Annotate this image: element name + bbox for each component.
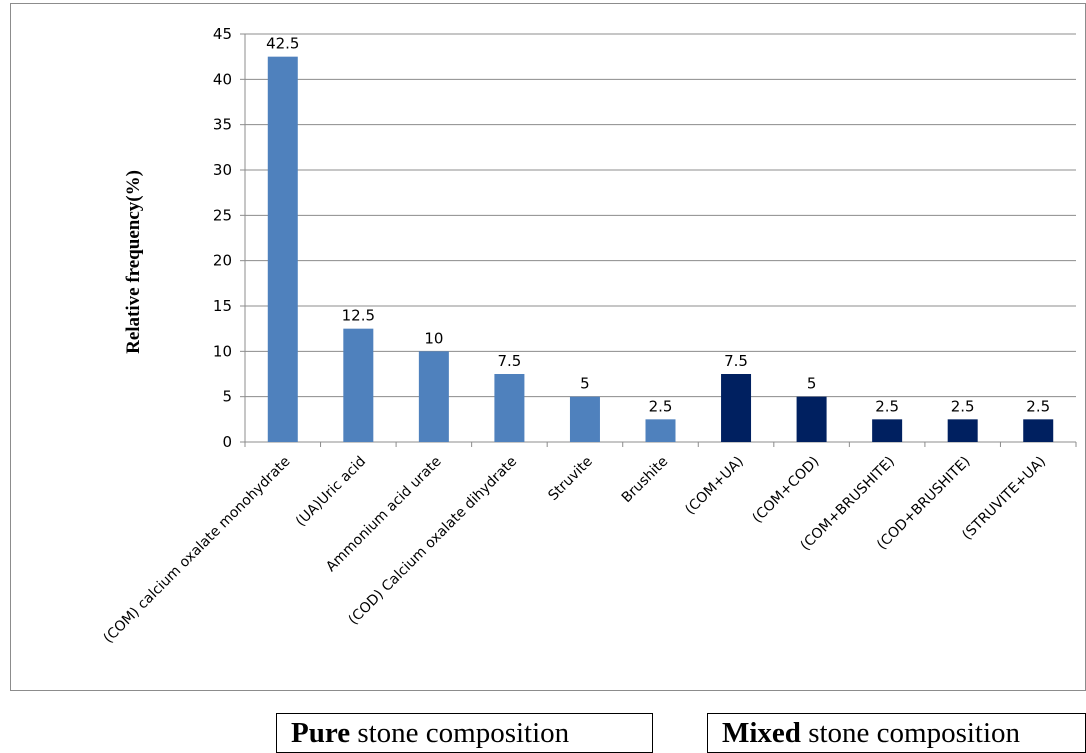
y-tick-label: 10 <box>213 342 232 360</box>
y-tick-label: 20 <box>213 252 232 270</box>
data-labels: 42.5 12.5 10 7.5 5 2.5 7.5 5 2.5 2.5 2.5 <box>266 35 1050 416</box>
category-label: (COD) Calcium oxalate dihydrate <box>346 454 521 629</box>
data-label: 2.5 <box>649 397 673 415</box>
y-tick-labels: 0 5 10 15 20 25 30 35 40 45 <box>213 25 232 451</box>
y-tick-label: 0 <box>222 433 232 451</box>
data-label: 5 <box>580 375 590 393</box>
legend-mixed-strong: Mixed <box>722 717 801 749</box>
legend-mixed: Mixed stone composition <box>707 713 1086 753</box>
y-tick-label: 25 <box>213 206 232 224</box>
bars <box>267 56 1054 443</box>
bar <box>947 419 978 442</box>
y-tick-label: 35 <box>213 116 232 134</box>
category-label: (COM+UA) <box>682 454 747 519</box>
bar <box>267 56 298 443</box>
bar <box>872 419 903 442</box>
data-label: 7.5 <box>724 352 748 370</box>
legend-pure-strong: Pure <box>291 717 351 749</box>
bar <box>569 396 600 442</box>
data-label: 12.5 <box>342 307 375 325</box>
category-label: (STRUVITE+UA) <box>959 454 1049 544</box>
category-label: Struvite <box>545 454 595 504</box>
bar <box>494 374 525 442</box>
data-label: 2.5 <box>951 397 975 415</box>
legend-pure: Pure stone composition <box>276 713 653 753</box>
chart-frame <box>10 3 1086 691</box>
data-label: 42.5 <box>266 35 299 53</box>
data-label: 2.5 <box>1026 397 1050 415</box>
y-tick-label: 5 <box>222 388 232 406</box>
y-axis-label: Relative frequency(%) <box>123 170 144 354</box>
data-label: 7.5 <box>497 352 521 370</box>
category-label: Brushite <box>619 454 672 507</box>
bar-chart: 0 5 10 15 20 25 30 35 40 45 42.5 12.5 10 7.5 5 2.5 7.5 5… <box>100 25 1077 647</box>
y-tick-label: 30 <box>213 161 232 179</box>
gridlines <box>240 33 1077 447</box>
legend-mixed-rest: stone composition <box>800 717 1021 749</box>
category-label: (COM+COD) <box>750 454 823 527</box>
bar <box>796 396 827 442</box>
data-label: 10 <box>424 329 443 347</box>
bar <box>418 351 449 442</box>
category-label: (COM) calcium oxalate monohydrate <box>100 454 293 647</box>
y-tick-label: 40 <box>213 70 232 88</box>
category-labels: (COM) calcium oxalate monohydrate (UA)Uri… <box>100 454 1049 647</box>
bar <box>721 374 752 442</box>
bar <box>343 328 374 442</box>
y-tick-label: 15 <box>213 297 232 315</box>
legend-pure-rest: stone composition <box>350 717 570 749</box>
data-label: 5 <box>807 375 817 393</box>
category-label: (UA)Uric acid <box>293 454 369 530</box>
data-label: 2.5 <box>875 397 899 415</box>
bar <box>645 419 676 442</box>
bar <box>1023 419 1054 442</box>
y-tick-label: 45 <box>213 25 232 43</box>
